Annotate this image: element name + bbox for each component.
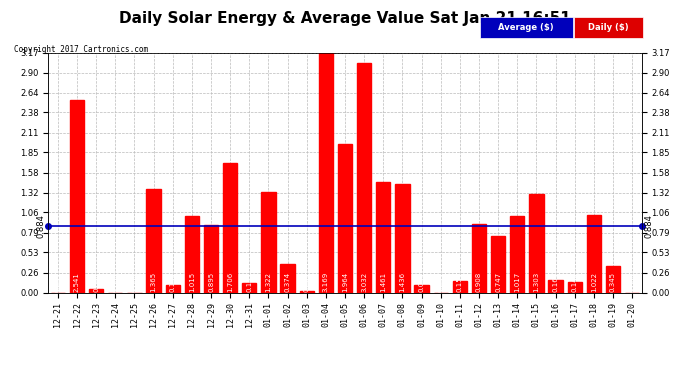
Text: 0.747: 0.747 <box>495 272 501 292</box>
Text: 0.000: 0.000 <box>629 272 635 292</box>
Text: 0.102: 0.102 <box>170 272 176 292</box>
Text: 0.127: 0.127 <box>246 272 253 292</box>
Text: 2.541: 2.541 <box>74 272 80 292</box>
Text: Copyright 2017 Cartronics.com: Copyright 2017 Cartronics.com <box>14 45 148 54</box>
Text: 0.000: 0.000 <box>112 272 118 292</box>
Bar <box>586 215 601 292</box>
Bar <box>529 194 544 292</box>
Bar <box>319 53 333 292</box>
Text: 3.169: 3.169 <box>323 272 329 292</box>
Bar <box>357 63 371 292</box>
Text: Daily ($): Daily ($) <box>589 22 629 32</box>
Bar <box>453 281 467 292</box>
Bar <box>491 236 505 292</box>
Bar <box>185 216 199 292</box>
Text: 0.884: 0.884 <box>36 214 45 237</box>
Text: Daily Solar Energy & Average Value Sat Jan 21 16:51: Daily Solar Energy & Average Value Sat J… <box>119 11 571 26</box>
Text: 0.908: 0.908 <box>476 272 482 292</box>
Text: 1.303: 1.303 <box>533 272 540 292</box>
Bar <box>146 189 161 292</box>
Bar <box>299 291 314 292</box>
Text: 0.048: 0.048 <box>93 272 99 292</box>
Bar <box>223 164 237 292</box>
Text: Average ($): Average ($) <box>498 22 554 32</box>
Bar <box>338 144 352 292</box>
Bar <box>70 100 84 292</box>
Bar <box>376 182 391 292</box>
Text: 1.461: 1.461 <box>380 272 386 292</box>
Text: 1.022: 1.022 <box>591 272 597 292</box>
Bar <box>395 184 410 292</box>
Bar <box>242 283 257 292</box>
Text: 0.000: 0.000 <box>131 272 137 292</box>
Text: 0.095: 0.095 <box>419 272 424 292</box>
Text: 1.322: 1.322 <box>266 272 271 292</box>
Bar <box>280 264 295 292</box>
Text: 0.168: 0.168 <box>553 272 559 292</box>
Text: 0.884: 0.884 <box>645 214 654 237</box>
Bar <box>415 285 428 292</box>
Text: 0.142: 0.142 <box>572 272 578 292</box>
Bar <box>89 289 104 292</box>
Bar <box>472 224 486 292</box>
Text: 0.345: 0.345 <box>610 272 616 292</box>
Bar <box>204 225 218 292</box>
Bar <box>262 192 275 292</box>
Bar <box>568 282 582 292</box>
Text: 1.436: 1.436 <box>400 272 406 292</box>
Bar <box>606 266 620 292</box>
Text: 1.964: 1.964 <box>342 272 348 292</box>
Bar <box>510 216 524 292</box>
Text: 0.000: 0.000 <box>437 272 444 292</box>
Text: 1.015: 1.015 <box>189 272 195 292</box>
Text: 1.365: 1.365 <box>150 272 157 292</box>
Text: 0.000: 0.000 <box>55 272 61 292</box>
Bar <box>549 280 563 292</box>
Bar <box>166 285 180 292</box>
Text: 0.895: 0.895 <box>208 272 214 292</box>
Text: 0.023: 0.023 <box>304 272 310 292</box>
Text: 0.374: 0.374 <box>284 272 290 292</box>
Text: 1.706: 1.706 <box>227 272 233 292</box>
Text: 0.151: 0.151 <box>457 272 463 292</box>
Text: 1.017: 1.017 <box>514 272 520 292</box>
Text: 3.032: 3.032 <box>361 272 367 292</box>
